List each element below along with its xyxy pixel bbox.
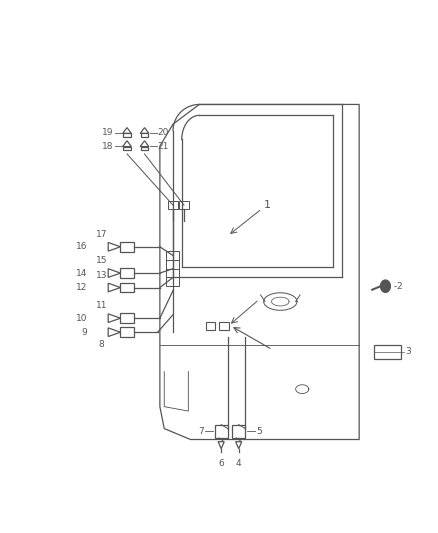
Bar bbox=[374, 345, 401, 359]
Text: 5: 5 bbox=[256, 427, 262, 435]
Bar bbox=[166, 260, 179, 269]
Bar bbox=[219, 322, 229, 329]
Text: 13: 13 bbox=[96, 271, 107, 280]
Bar bbox=[141, 133, 148, 137]
Text: 10: 10 bbox=[76, 314, 88, 322]
Text: 17: 17 bbox=[96, 230, 107, 239]
Bar bbox=[166, 269, 179, 278]
Text: 3: 3 bbox=[405, 348, 411, 357]
Bar bbox=[120, 327, 134, 337]
Text: 12: 12 bbox=[76, 283, 88, 292]
Bar bbox=[120, 282, 134, 292]
Text: 15: 15 bbox=[96, 256, 107, 265]
Text: 6: 6 bbox=[218, 459, 224, 468]
Bar bbox=[179, 201, 189, 209]
Text: 9: 9 bbox=[82, 328, 88, 337]
Text: 4: 4 bbox=[236, 459, 241, 468]
Text: 20: 20 bbox=[158, 128, 169, 138]
Bar bbox=[232, 425, 245, 438]
Bar bbox=[166, 251, 179, 260]
Text: 21: 21 bbox=[158, 142, 169, 150]
Bar bbox=[120, 242, 134, 252]
Bar bbox=[124, 133, 131, 137]
Bar bbox=[206, 322, 215, 329]
Bar bbox=[215, 425, 228, 438]
Text: 8: 8 bbox=[99, 340, 105, 349]
Text: 7: 7 bbox=[198, 427, 204, 435]
Text: 2: 2 bbox=[396, 282, 402, 290]
Bar bbox=[120, 268, 134, 278]
Bar bbox=[168, 201, 178, 209]
Bar bbox=[120, 313, 134, 323]
Text: 19: 19 bbox=[102, 128, 114, 138]
Text: 16: 16 bbox=[76, 243, 88, 251]
Bar bbox=[166, 278, 179, 286]
Text: 14: 14 bbox=[76, 269, 88, 278]
Text: 11: 11 bbox=[96, 302, 107, 310]
Polygon shape bbox=[381, 280, 390, 292]
Text: 18: 18 bbox=[102, 142, 114, 150]
Bar bbox=[124, 147, 131, 150]
Bar bbox=[141, 147, 148, 150]
Text: 1: 1 bbox=[264, 200, 271, 210]
